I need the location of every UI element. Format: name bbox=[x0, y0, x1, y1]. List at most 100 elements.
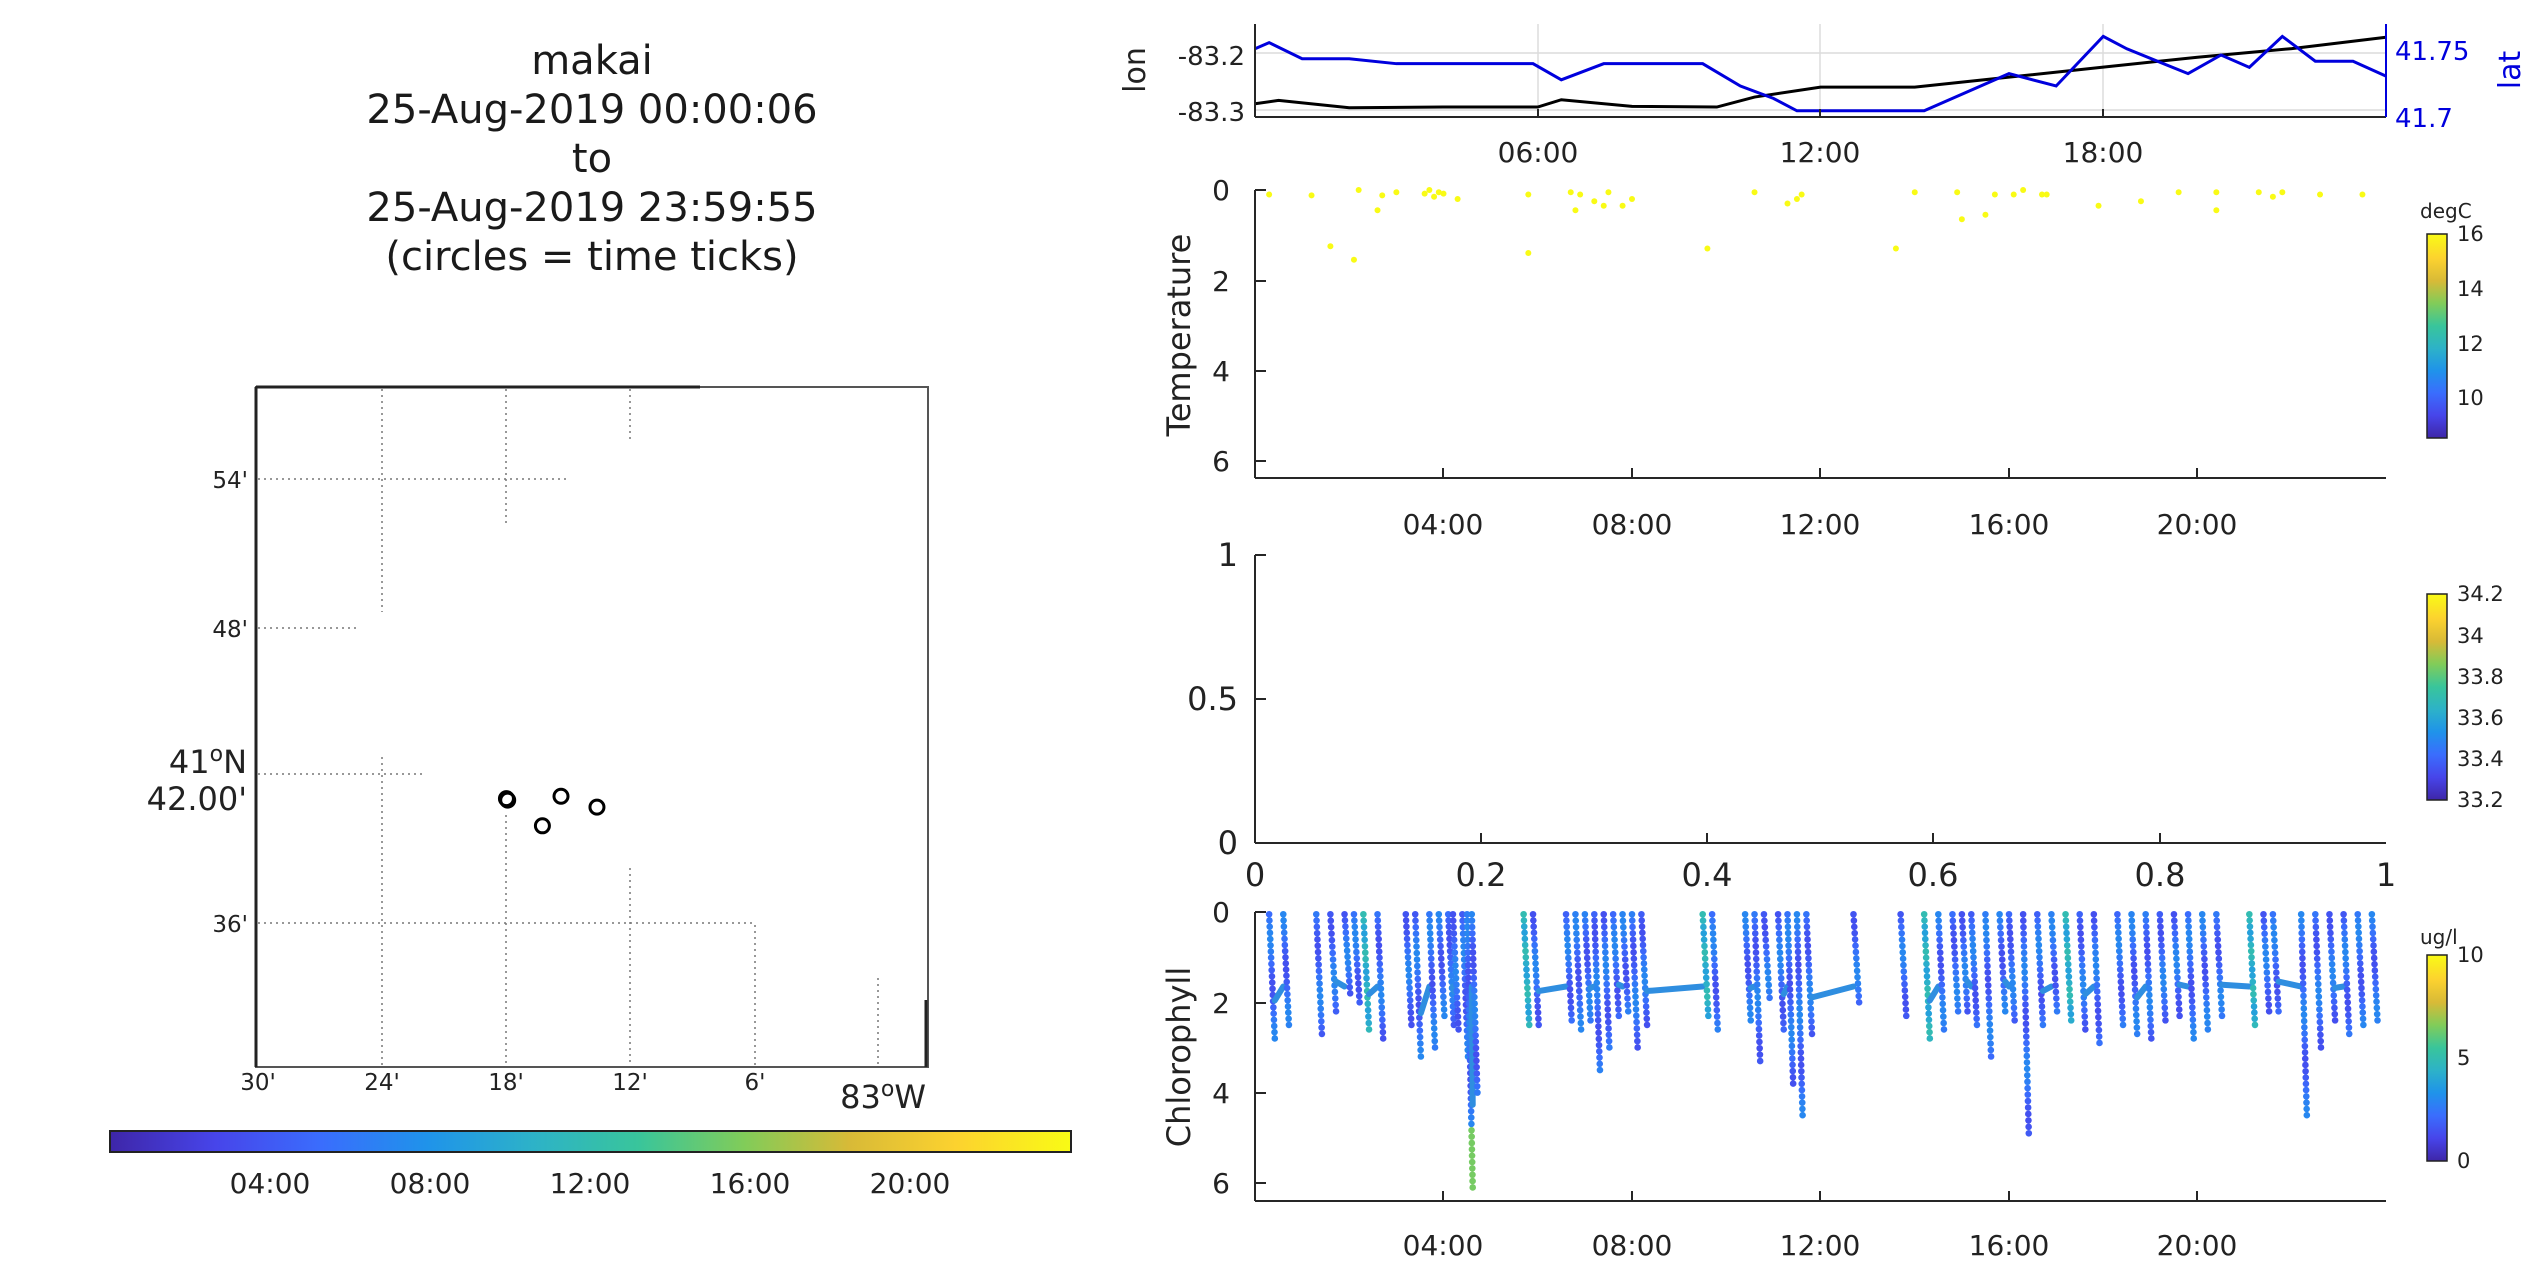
chl-point-47-19 bbox=[2022, 1033, 2030, 1040]
chl-point-57-12 bbox=[2174, 987, 2182, 994]
chl-point-17-17 bbox=[1525, 1015, 1533, 1023]
chl-point-47-18 bbox=[2022, 1026, 2030, 1034]
chl-point-38-6 bbox=[1899, 949, 1907, 956]
chl-point-51-0 bbox=[2076, 910, 2083, 918]
chl-point-40-16 bbox=[1940, 1013, 1947, 1020]
chl-point-50-12 bbox=[2066, 985, 2073, 993]
chl-point-57-5 bbox=[2172, 942, 2180, 950]
chl-point-2-17 bbox=[1318, 1018, 1325, 1025]
chl-point-11-9 bbox=[1438, 968, 1446, 975]
chl-point-4-8 bbox=[1344, 959, 1352, 967]
chl-point-42-13 bbox=[1963, 995, 1971, 1002]
chl-point-33-9 bbox=[1777, 968, 1785, 976]
chl-point-28-15 bbox=[1704, 1006, 1712, 1013]
chl-point-35-17 bbox=[1796, 1017, 1804, 1025]
chl-point-47-33 bbox=[2025, 1123, 2032, 1131]
chl-point-64-10 bbox=[2299, 973, 2307, 981]
chl-point-19-15 bbox=[1567, 1004, 1575, 1012]
chl-point-38-9 bbox=[1900, 968, 1908, 975]
lat-label-54: 54' bbox=[212, 468, 248, 494]
chl-point-2-16 bbox=[1317, 1011, 1325, 1019]
chl-point-11-1 bbox=[1435, 917, 1443, 924]
chl-point-20-2 bbox=[1572, 923, 1580, 931]
chl-point-5-12 bbox=[1355, 986, 1363, 994]
chl-point-5-0 bbox=[1350, 910, 1358, 918]
chl-point-4-10 bbox=[1345, 971, 1353, 979]
chl-point-43-4 bbox=[1969, 935, 1976, 943]
chl-point-58-15 bbox=[2189, 1004, 2196, 1011]
chl-point-28-5 bbox=[1701, 942, 1708, 950]
chl-point-13-2 bbox=[1450, 923, 1457, 931]
chl-point-64-5 bbox=[2298, 942, 2306, 949]
chl-point-7-11 bbox=[1377, 979, 1384, 986]
chl-point-46-0 bbox=[2005, 910, 2013, 918]
chl-point-31-15 bbox=[1754, 1006, 1762, 1014]
chl-point-8-2 bbox=[1403, 923, 1410, 930]
chl-point-35-21 bbox=[1797, 1042, 1804, 1050]
chl-point-19-17 bbox=[1568, 1017, 1575, 1024]
chl-point-3-15 bbox=[1332, 1008, 1340, 1015]
chl-point-31-14 bbox=[1754, 1000, 1762, 1007]
chl-point-64-26 bbox=[2302, 1074, 2310, 1081]
chl-point-68-6 bbox=[2356, 947, 2363, 955]
chl-point-31-8 bbox=[1753, 962, 1760, 969]
sal-cbar-tick-34: 34 bbox=[2457, 624, 2484, 648]
chl-point-1-17 bbox=[1285, 1015, 1292, 1023]
chl-point-67-18 bbox=[2345, 1024, 2353, 1031]
chl-point-27-17 bbox=[1643, 1015, 1651, 1023]
temperature-point-2 bbox=[1327, 243, 1334, 250]
chl-point-21-0 bbox=[1581, 910, 1589, 918]
chl-point-47-26 bbox=[2024, 1078, 2031, 1086]
chl-point-49-11 bbox=[2052, 982, 2059, 989]
chl-point-59-4 bbox=[2200, 936, 2207, 944]
lon-label-24: 24' bbox=[364, 1070, 400, 1096]
chl-point-47-30 bbox=[2024, 1104, 2032, 1111]
chl-point-10-11 bbox=[1429, 980, 1436, 988]
chl-point-16-6 bbox=[1469, 949, 1477, 956]
chl-point-50-14 bbox=[2066, 998, 2074, 1005]
chl-point-38-3 bbox=[1898, 930, 1905, 937]
chl-point-3-14 bbox=[1332, 1001, 1339, 1009]
chl-point-13-18 bbox=[1455, 1026, 1462, 1033]
chl-point-33-17 bbox=[1780, 1019, 1787, 1027]
chl-point-9-13 bbox=[1415, 995, 1422, 1002]
chl-point-39-9 bbox=[1923, 966, 1931, 974]
chl-point-2-12 bbox=[1316, 986, 1324, 994]
chl-point-23-5 bbox=[1601, 942, 1609, 950]
chl-point-21-5 bbox=[1583, 942, 1590, 949]
chl-point-55-15 bbox=[2146, 1004, 2154, 1011]
chl-point-19-8 bbox=[1565, 960, 1572, 968]
chl-point-63-5 bbox=[2271, 943, 2279, 950]
chl-point-55-12 bbox=[2145, 985, 2153, 993]
chl-point-10-7 bbox=[1427, 955, 1435, 962]
chl-point-18-3 bbox=[1530, 929, 1538, 936]
chl-point-19-2 bbox=[1563, 923, 1570, 931]
chl-point-48-14 bbox=[2038, 997, 2045, 1004]
chl-point-62-7 bbox=[2262, 956, 2270, 963]
chl-point-46-16 bbox=[2011, 1010, 2018, 1018]
chl-xtick-2000: 20:00 bbox=[2157, 1229, 2238, 1262]
chl-point-36-17 bbox=[1808, 1018, 1815, 1025]
chl-point-41-3 bbox=[1950, 930, 1957, 937]
chl-point-7-10 bbox=[1377, 973, 1384, 980]
chl-point-51-11 bbox=[2079, 981, 2087, 988]
chl-connector-19 bbox=[1535, 983, 1570, 995]
chl-point-10-20 bbox=[1431, 1037, 1439, 1045]
chl-point-31-6 bbox=[1752, 949, 1760, 956]
chl-point-9-3 bbox=[1412, 930, 1420, 937]
chl-point-56-10 bbox=[2159, 973, 2167, 980]
chl-point-11-2 bbox=[1436, 923, 1443, 931]
chl-point-60-14 bbox=[2217, 999, 2225, 1007]
chl-point-46-1 bbox=[2006, 917, 2013, 924]
chl-point-53-5 bbox=[2115, 941, 2123, 949]
chl-point-22-25 bbox=[1596, 1066, 1604, 1074]
chl-point-54-9 bbox=[2130, 967, 2138, 975]
chl-point-64-8 bbox=[2299, 961, 2306, 968]
chl-point-34-3 bbox=[1784, 929, 1792, 937]
chl-point-26-15 bbox=[1632, 1006, 1640, 1013]
chl-point-10-21 bbox=[1431, 1044, 1439, 1051]
chl-point-42-0 bbox=[1958, 910, 1966, 918]
chl-point-64-22 bbox=[2301, 1049, 2309, 1056]
chl-point-56-17 bbox=[2162, 1017, 2169, 1024]
chl-point-53-12 bbox=[2117, 984, 2125, 992]
